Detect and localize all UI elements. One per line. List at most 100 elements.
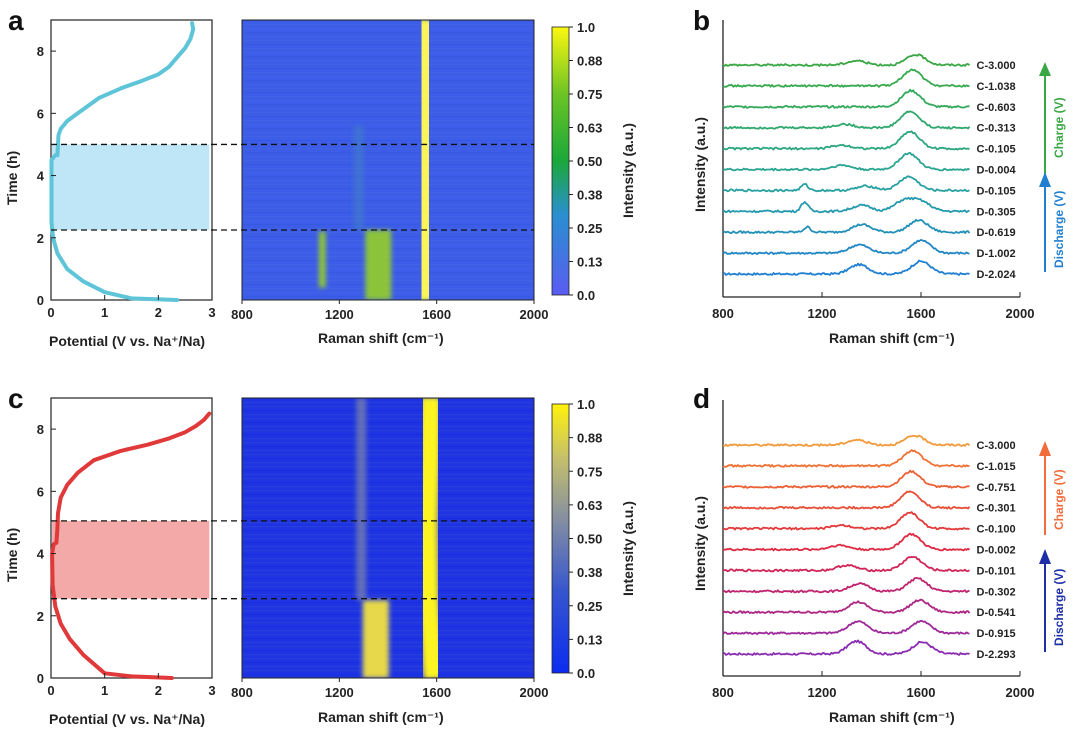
spectrum-trace xyxy=(722,449,970,468)
x-tick-label: 1200 xyxy=(325,685,354,700)
spectrum-trace xyxy=(722,577,970,594)
scan-row xyxy=(242,450,534,452)
spectrum-label: D-0.105 xyxy=(977,185,1016,197)
colorbar-label-a: Intensity (a.u.) xyxy=(620,123,636,218)
colorbar-tick-label: 0.88 xyxy=(577,431,602,446)
scan-row xyxy=(242,56,534,58)
colorbar-tick-label: 0.13 xyxy=(577,255,602,270)
scan-row xyxy=(242,434,534,436)
scan-row xyxy=(242,148,534,150)
scan-row xyxy=(242,578,534,580)
x-axis-label-potential-c: Potential (V vs. Na⁺/Na) xyxy=(49,711,205,727)
y-axis-label-time-a: Time (h) xyxy=(4,151,20,205)
y-tick-label: 4 xyxy=(37,547,45,562)
x-tick-label: 1200 xyxy=(325,307,354,322)
scan-row xyxy=(242,188,534,190)
x-tick-label: 1600 xyxy=(907,306,936,321)
scan-row xyxy=(242,124,534,126)
scan-row xyxy=(242,502,534,504)
scan-row xyxy=(242,510,534,512)
scan-row xyxy=(242,108,534,110)
scan-row xyxy=(242,176,534,178)
y-tick-label: 8 xyxy=(37,422,44,437)
scan-row xyxy=(242,120,534,122)
spectrum-label: D-2.024 xyxy=(977,269,1017,281)
scan-row xyxy=(242,570,534,572)
scan-row xyxy=(242,546,534,548)
y-axis-label-time-c: Time (h) xyxy=(4,528,20,582)
raman-heatmap-a: 800 1200 1600 2000 xyxy=(231,19,548,322)
spectrum-label: C-3.000 xyxy=(977,60,1016,72)
potential-time-plot-c: 0 1 2 3 0 2 4 6 8 xyxy=(37,397,216,698)
colorbar-tick-label: 0.13 xyxy=(577,632,602,647)
scan-row xyxy=(242,140,534,142)
scan-row xyxy=(242,184,534,186)
y-tick-label: 2 xyxy=(37,231,44,246)
scan-row xyxy=(242,208,534,210)
scan-row xyxy=(242,462,534,464)
spectrum-trace xyxy=(722,619,970,635)
scan-row xyxy=(242,40,534,42)
x-tick-label: 2000 xyxy=(520,685,549,700)
potential-curve xyxy=(49,21,196,302)
scan-row xyxy=(242,422,534,424)
scan-row xyxy=(242,594,534,596)
scan-row xyxy=(242,466,534,468)
scan-row xyxy=(242,20,534,22)
y-tick-label: 0 xyxy=(37,293,44,308)
spectrum-trace xyxy=(722,556,970,573)
x-tick-label: 800 xyxy=(231,307,253,322)
spectrum-label: D-0.002 xyxy=(977,545,1016,557)
y-axis-label-intensity-b: Intensity (a.u.) xyxy=(692,117,708,212)
spectrum-trace xyxy=(722,175,970,193)
spectrum-label: C-1.038 xyxy=(977,81,1016,93)
scan-row xyxy=(242,410,534,412)
y-tick-label: 6 xyxy=(37,106,44,121)
scan-row xyxy=(242,136,534,138)
potential-curve xyxy=(50,411,212,680)
spectrum-trace xyxy=(722,469,970,489)
scan-row xyxy=(242,506,534,508)
scan-row xyxy=(242,458,534,460)
scan-row xyxy=(242,36,534,38)
scan-row xyxy=(242,482,534,484)
scan-row xyxy=(242,128,534,130)
spectrum-label: D-0.915 xyxy=(977,628,1016,640)
y-tick-label: 0 xyxy=(37,671,44,686)
scan-row xyxy=(242,132,534,134)
spectrum-trace xyxy=(722,259,970,276)
y-tick-label: 8 xyxy=(37,44,44,59)
spectrum-label: C-0.105 xyxy=(977,144,1016,156)
scan-row xyxy=(242,116,534,118)
scan-row xyxy=(242,498,534,500)
spectrum-trace xyxy=(722,68,970,88)
x-tick-label: 0 xyxy=(47,683,54,698)
shaded-band xyxy=(52,144,210,230)
raman-heatmap-c: 800 1200 1600 2000 xyxy=(231,397,549,700)
x-tick-label: 3 xyxy=(208,305,215,320)
scan-row xyxy=(242,518,534,520)
x-axis-label-raman-d: Raman shift (cm⁻¹) xyxy=(829,709,955,725)
spectrum-label: D-0.004 xyxy=(977,165,1017,177)
colorbar-tick-label: 1.0 xyxy=(577,397,595,412)
scan-row xyxy=(242,574,534,576)
band-D-faint xyxy=(356,398,367,601)
heatmap-frame xyxy=(241,19,535,301)
scan-row xyxy=(242,586,534,588)
colorbar-tick-label: 1.0 xyxy=(577,20,595,35)
x-tick-label: 2 xyxy=(155,305,162,320)
spectrum-trace xyxy=(722,88,970,109)
colorbar-tick-label: 0.50 xyxy=(577,154,602,169)
scan-row xyxy=(242,168,534,170)
scan-row xyxy=(242,48,534,50)
colorbar-tick-label: 0.38 xyxy=(577,188,602,203)
panel-label-d: d xyxy=(693,383,710,414)
scan-row xyxy=(242,164,534,166)
spectrum-label: C-3.000 xyxy=(977,440,1016,452)
scan-row xyxy=(242,68,534,70)
scan-row xyxy=(242,32,534,34)
discharge-label-b: Discharge (V) xyxy=(1052,191,1066,268)
discharge-arrow-head xyxy=(1039,172,1051,187)
scan-row xyxy=(242,430,534,432)
